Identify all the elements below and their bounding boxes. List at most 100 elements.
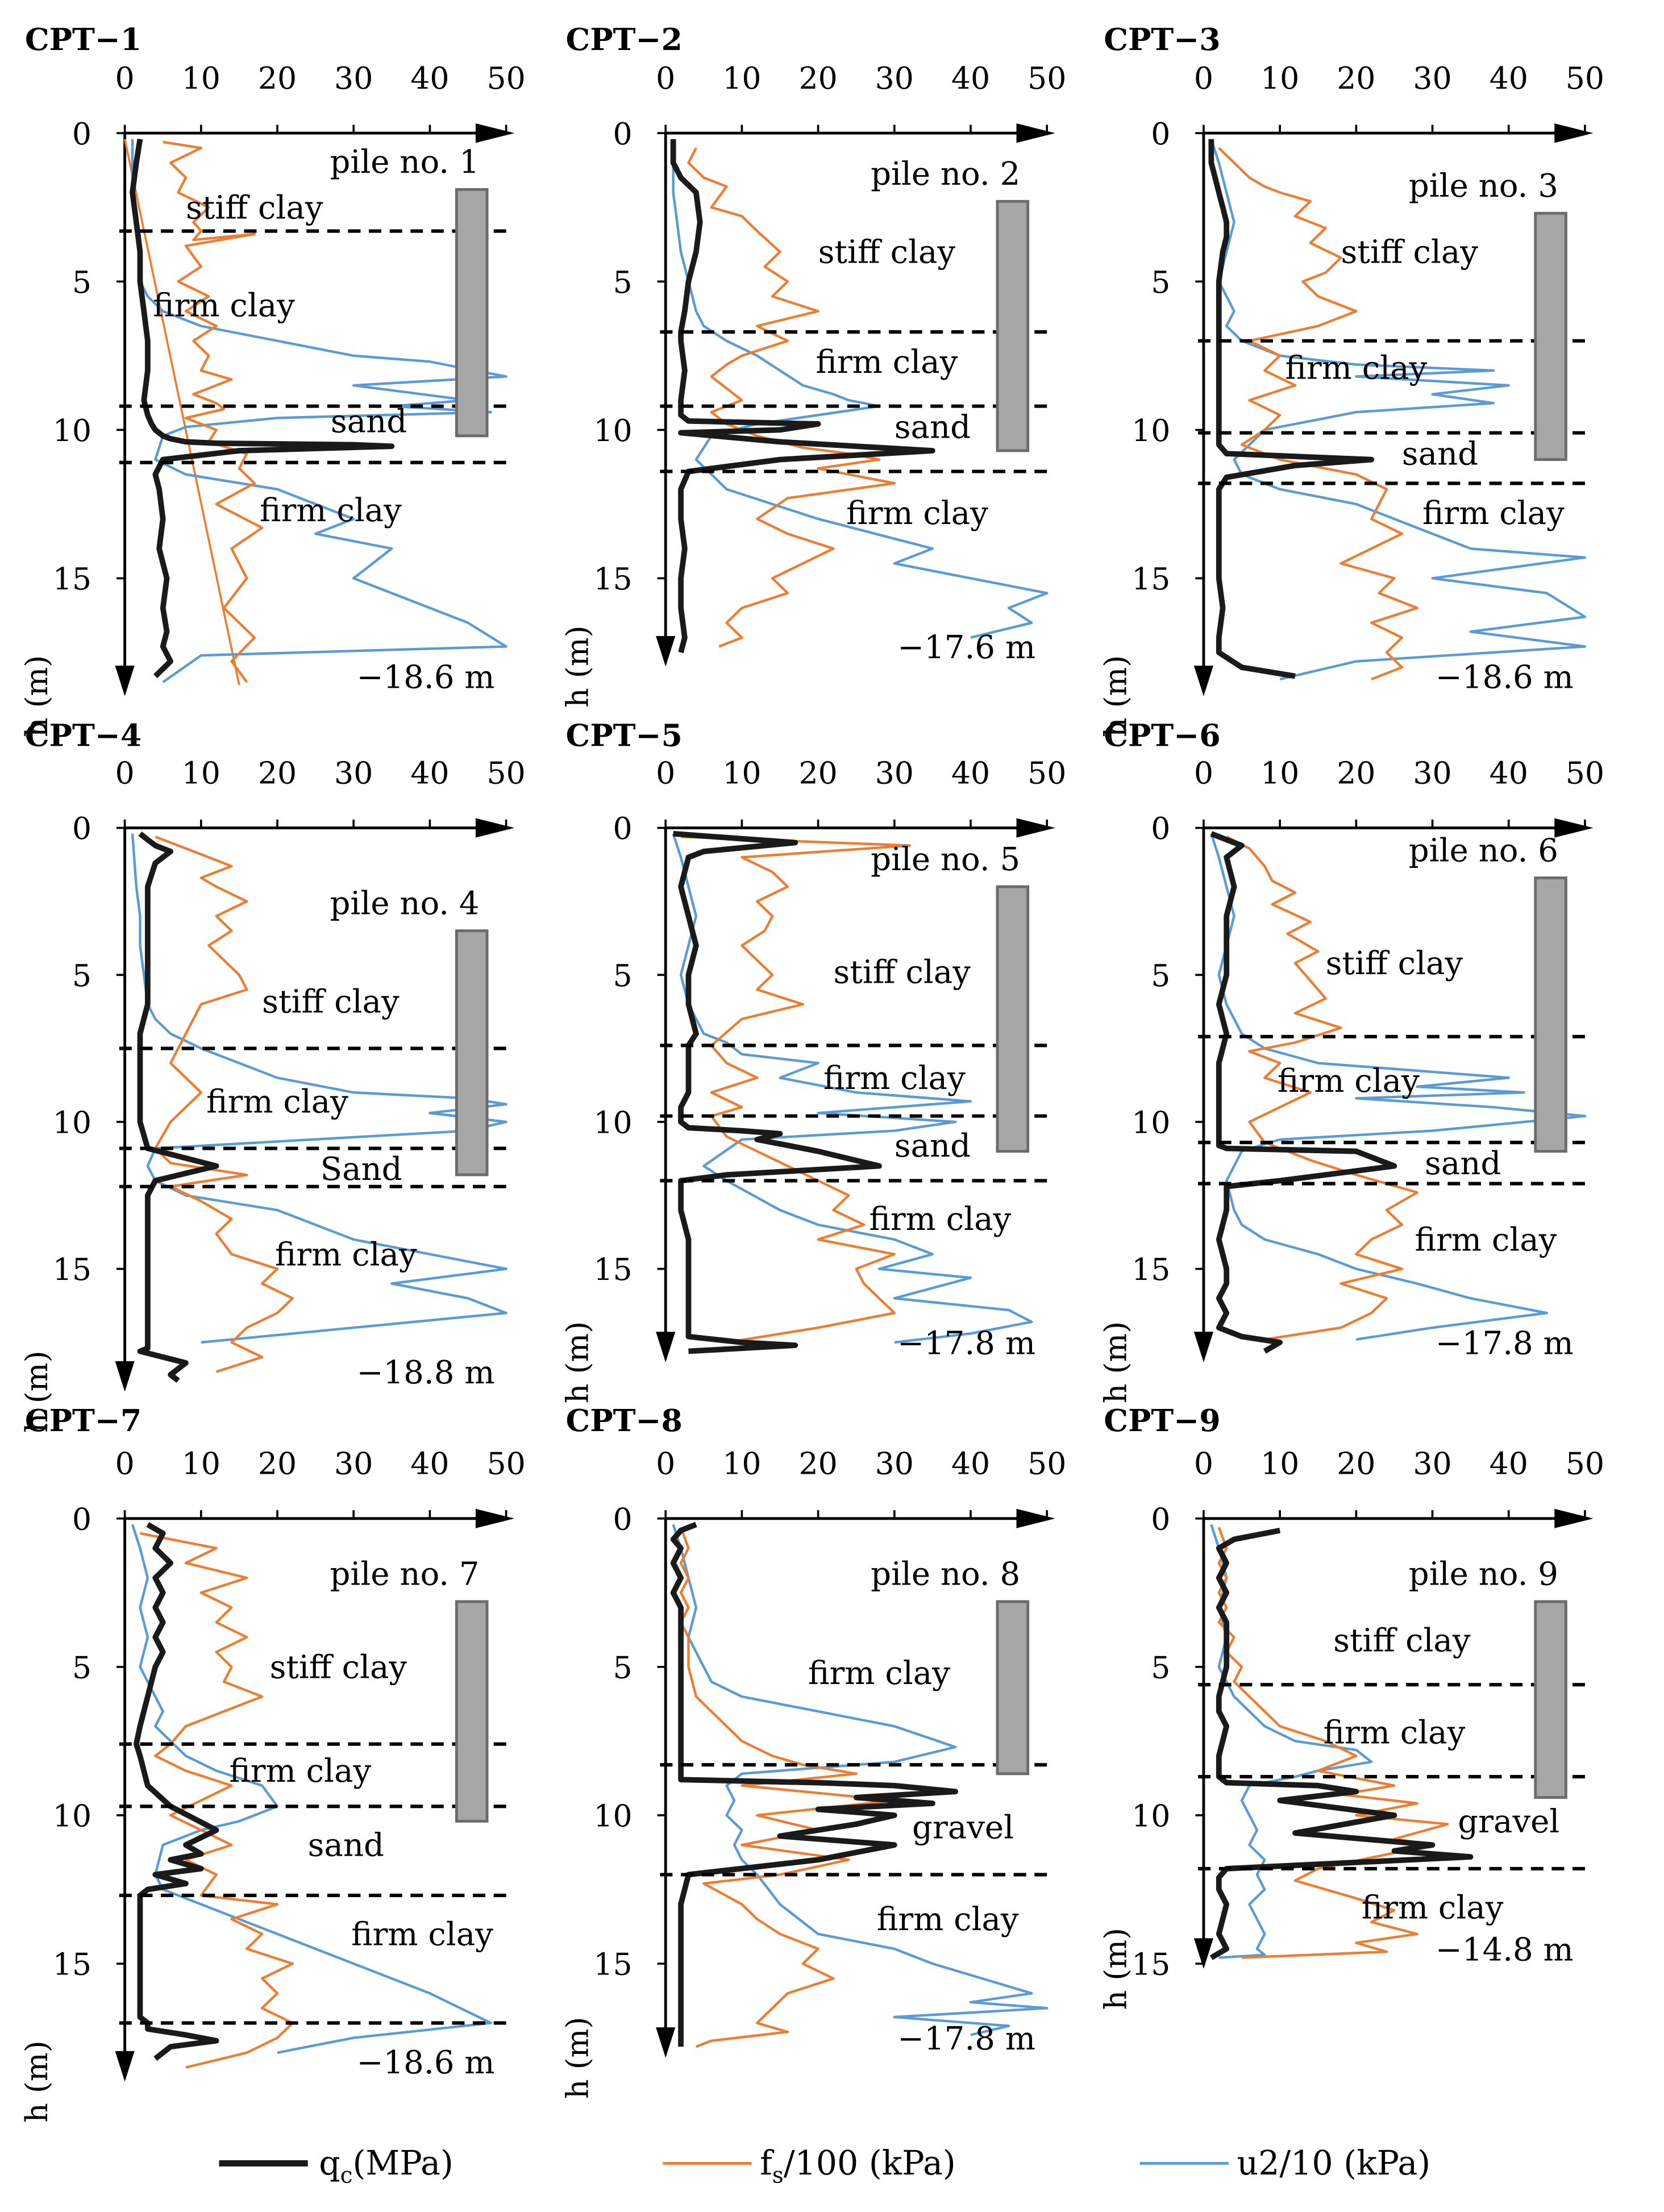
x-tick-label: 50: [486, 1446, 525, 1482]
end-depth-label: −18.8 m: [356, 1354, 494, 1391]
pile-rectangle: [996, 199, 1030, 452]
pile-rectangle: [455, 1600, 489, 1823]
layer-label: stiff clay: [262, 983, 400, 1020]
x-axis-arrow: [1016, 818, 1055, 838]
y-tick-label: 0: [72, 810, 91, 846]
layer-label: firm clay: [1324, 1714, 1466, 1751]
x-tick-label: 40: [951, 60, 990, 96]
pile-label: pile no. 8: [871, 1556, 1020, 1593]
panel-title: CPT−2: [566, 22, 683, 57]
x-tick-label: 40: [1490, 755, 1528, 791]
x-axis-arrow: [1554, 1508, 1594, 1528]
x-tick-label: 0: [656, 1446, 675, 1482]
y-tick-label: 0: [1151, 1501, 1170, 1537]
y-tick-label: 10: [593, 1798, 632, 1833]
panel-title: CPT−5: [566, 718, 683, 754]
panel-title: CPT−7: [25, 1403, 142, 1438]
y-axis-arrow: [115, 2051, 135, 2082]
series-u2: [1210, 1524, 1373, 1959]
end-depth-label: −18.6 m: [1436, 659, 1574, 696]
x-axis-arrow: [1554, 123, 1594, 143]
layer-label: stiff clay: [270, 1649, 407, 1686]
y-tick-label: 10: [53, 1798, 91, 1833]
series-u2: [672, 1524, 1049, 2036]
y-axis-title: h (m): [560, 2017, 596, 2099]
layer-label: firm clay: [1362, 1889, 1504, 1926]
y-tick-label: 15: [53, 1251, 91, 1287]
x-tick-label: 20: [798, 60, 837, 96]
pile-rectangle: [1534, 1600, 1567, 1799]
pile-label: pile no. 6: [1409, 832, 1558, 869]
x-axis-arrow: [475, 1508, 515, 1528]
x-tick-label: 10: [1261, 1446, 1299, 1482]
x-tick-label: 50: [1566, 60, 1604, 96]
cpt-panel-8: CPT−8 0 10 20 30 40 50 0 5 10 15 h (m) pile no. 8 fir…: [560, 1403, 1067, 2099]
cpt-panel-7: CPT−7 0 10 20 30 40 50 0 5 10 15 h (m) pile no. 7 sti…: [19, 1403, 526, 2123]
pile-label: pile no. 5: [871, 841, 1020, 878]
layer-label: Sand: [321, 1151, 402, 1188]
x-tick-label: 40: [951, 1446, 990, 1482]
layer-label: gravel: [1458, 1803, 1559, 1840]
x-tick-label: 30: [1413, 60, 1451, 96]
y-tick-label: 0: [1151, 810, 1170, 846]
x-tick-label: 10: [722, 1446, 761, 1482]
x-tick-label: 50: [1566, 1446, 1604, 1482]
x-tick-label: 30: [875, 60, 914, 96]
x-axis-arrow: [1554, 818, 1594, 838]
layer-label: firm clay: [877, 1901, 1019, 1938]
layer-label: firm clay: [229, 1753, 371, 1790]
layer-label: firm clay: [260, 492, 402, 529]
x-tick-label: 10: [722, 60, 761, 96]
y-axis-arrow: [656, 1332, 676, 1362]
y-tick-label: 5: [1151, 264, 1170, 300]
x-axis-arrow: [1016, 1508, 1055, 1528]
series-qc: [137, 831, 219, 1383]
y-tick-label: 10: [1131, 1798, 1170, 1833]
y-tick-label: 10: [53, 1104, 91, 1140]
y-axis-arrow: [656, 2027, 676, 2058]
pile-rectangle: [455, 929, 489, 1176]
x-tick-label: 50: [1027, 1446, 1066, 1482]
layer-label: sand: [1402, 436, 1478, 473]
x-tick-label: 0: [115, 755, 135, 791]
y-tick-label: 0: [613, 810, 632, 846]
y-tick-label: 5: [1151, 958, 1170, 993]
x-tick-label: 20: [1337, 1446, 1375, 1482]
y-axis-arrow: [1193, 1332, 1213, 1362]
x-tick-label: 50: [486, 60, 525, 96]
series-qc: [1208, 139, 1375, 679]
x-tick-label: 40: [1490, 1446, 1528, 1482]
x-tick-label: 10: [182, 60, 221, 96]
y-tick-label: 15: [593, 561, 632, 597]
y-axis-title: h (m): [19, 1350, 55, 1432]
panel-title: CPT−9: [1104, 1403, 1220, 1438]
y-axis-arrow: [656, 636, 676, 667]
x-tick-label: 0: [1194, 60, 1213, 96]
x-tick-label: 0: [656, 60, 675, 96]
x-tick-label: 0: [115, 60, 135, 96]
pile-label: pile no. 1: [330, 144, 479, 181]
x-tick-label: 40: [1490, 60, 1528, 96]
x-tick-label: 0: [656, 755, 675, 791]
y-axis-arrow: [115, 1361, 135, 1392]
x-tick-label: 30: [875, 1446, 914, 1482]
y-tick-label: 10: [1131, 1104, 1170, 1140]
y-axis-arrow: [1193, 1938, 1213, 1969]
pile-rectangle: [996, 1600, 1030, 1776]
end-depth-label: −18.6 m: [356, 659, 494, 696]
end-depth-label: −17.8 m: [1436, 1325, 1574, 1362]
pile-label: pile no. 7: [330, 1556, 479, 1593]
pile-rectangle: [1534, 211, 1567, 461]
x-axis-arrow: [475, 123, 515, 143]
layer-label: stiff clay: [1333, 1622, 1471, 1659]
pile-label: pile no. 3: [1409, 168, 1558, 205]
series-fs: [1226, 835, 1418, 1341]
y-tick-label: 15: [1131, 1251, 1170, 1287]
series-fs: [140, 1532, 294, 2069]
layer-label: firm clay: [1278, 1063, 1420, 1100]
